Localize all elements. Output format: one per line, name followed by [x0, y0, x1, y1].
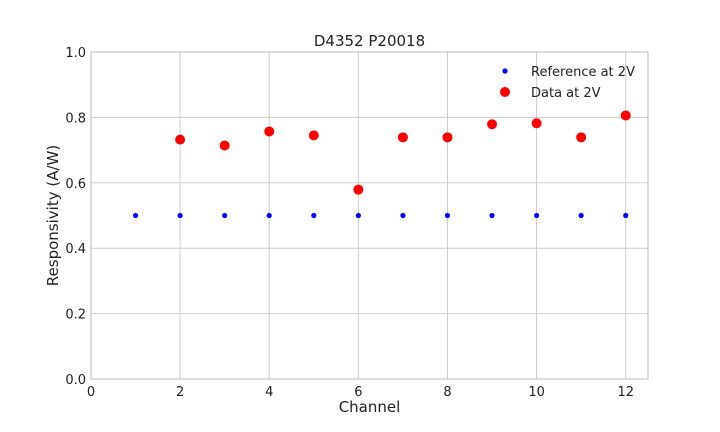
y-tick-label: 0.6: [65, 177, 86, 192]
reference-point: [489, 212, 495, 219]
y-tick-label: 0.8: [65, 111, 86, 126]
reference-point: [534, 212, 540, 219]
reference-point: [266, 212, 272, 219]
y-tick-label: 1.0: [65, 46, 86, 61]
data-point: [264, 126, 275, 137]
reference-point: [400, 212, 406, 219]
x-tick-label: 6: [354, 385, 362, 400]
y-axis-label: Responsivity (A/W): [44, 145, 62, 286]
reference-point: [444, 212, 451, 219]
legend-marker-reference: [502, 68, 508, 74]
reference-point: [222, 212, 228, 219]
data-point: [531, 118, 542, 129]
legend-label-reference: Reference at 2V: [531, 65, 635, 80]
x-tick-label: 0: [87, 385, 95, 400]
data-point: [308, 130, 319, 141]
reference-point: [311, 212, 317, 219]
data-point: [175, 134, 186, 145]
x-tick-label: 8: [443, 385, 451, 400]
data-point: [442, 132, 453, 143]
reference-point: [623, 212, 629, 219]
y-tick-label: 0.4: [65, 242, 86, 257]
data-point: [487, 119, 498, 130]
reference-point: [177, 212, 183, 219]
chart-title: D4352 P20018: [314, 32, 425, 50]
reference-point: [132, 212, 139, 219]
legend: Reference at 2V Data at 2V: [500, 65, 635, 101]
y-tick-label: 0.2: [65, 308, 86, 323]
data-series: [132, 110, 631, 219]
series-data: [175, 110, 631, 195]
data-point: [397, 132, 408, 143]
data-point: [576, 132, 587, 143]
axis-ticks: 0 2 4 6 8 10 12 0.0 0.2 0.4 0.6 0.8 1.0: [65, 46, 634, 400]
series-reference: [132, 212, 629, 219]
x-tick-label: 2: [176, 385, 184, 400]
grid: [90, 51, 648, 380]
legend-label-data: Data at 2V: [531, 86, 601, 101]
y-tick-label: 0.0: [65, 373, 86, 388]
x-tick-label: 12: [617, 385, 634, 400]
reference-point: [355, 212, 361, 219]
plot-area-frame: [90, 51, 649, 380]
data-point: [620, 110, 631, 121]
x-axis-label: Channel: [339, 398, 401, 416]
data-point: [219, 140, 230, 151]
legend-marker-data: [500, 87, 510, 97]
x-tick-label: 10: [528, 385, 545, 400]
data-point: [353, 184, 364, 195]
x-tick-label: 4: [265, 385, 273, 400]
reference-point: [578, 212, 584, 219]
